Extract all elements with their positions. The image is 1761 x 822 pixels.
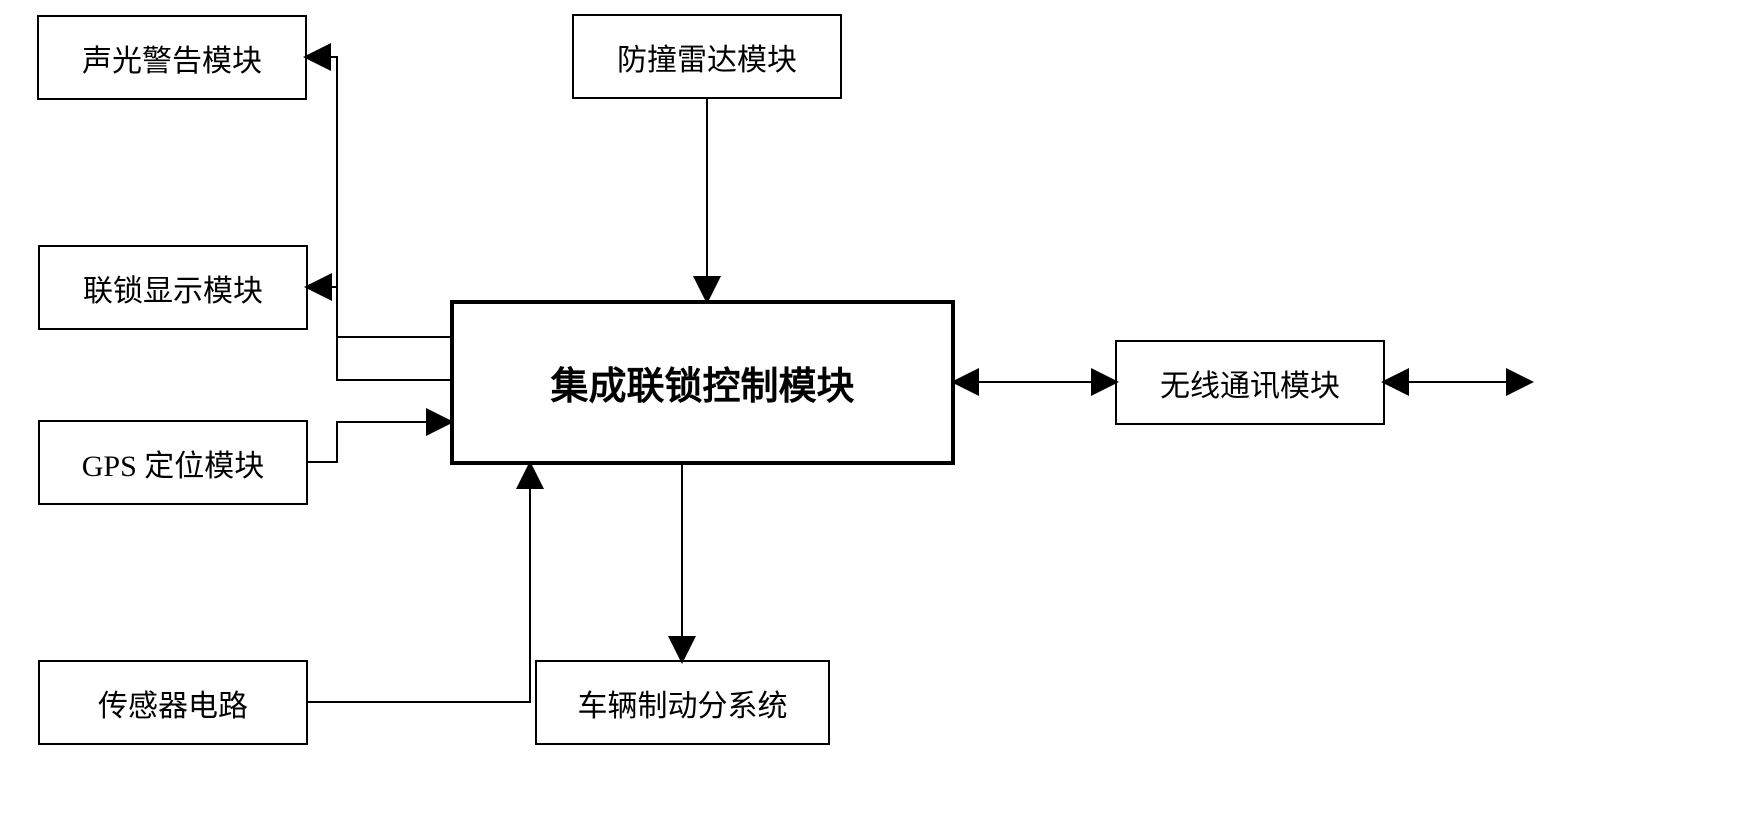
edge-gps-to-center xyxy=(308,422,450,462)
edge-sensor-to-center xyxy=(308,465,530,702)
edge-center-to-alarm xyxy=(307,57,450,337)
edges-layer xyxy=(0,0,1761,822)
edge-center-to-display xyxy=(308,287,450,380)
